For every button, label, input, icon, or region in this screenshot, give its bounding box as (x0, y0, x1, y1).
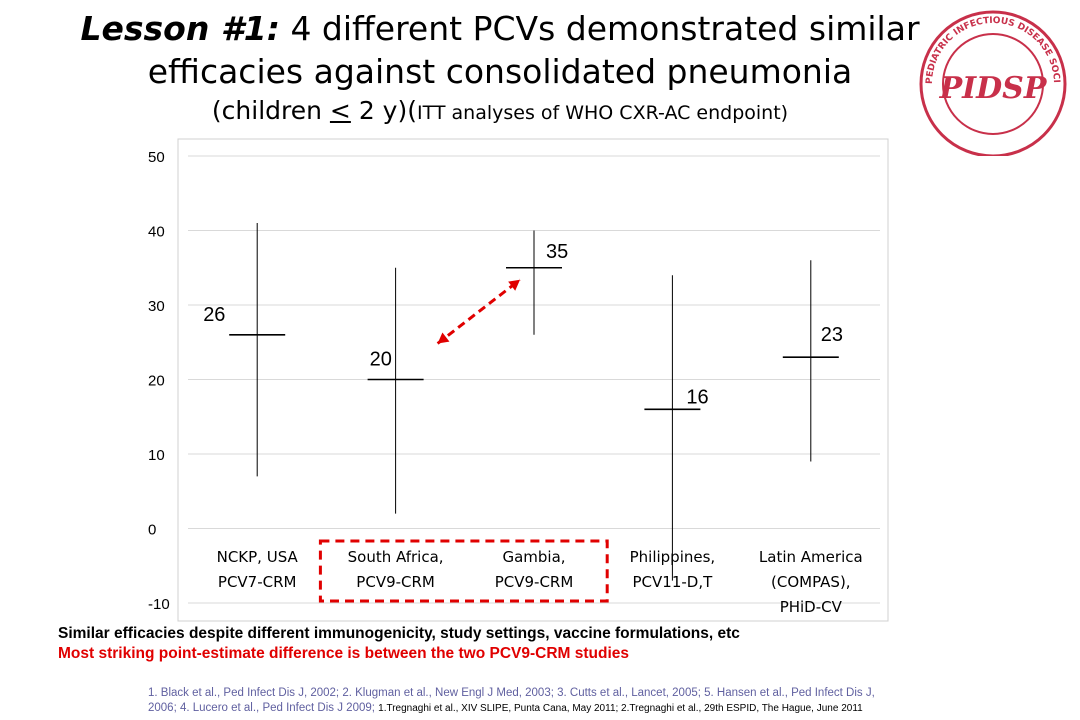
y-tick-label: 20 (148, 373, 165, 390)
ref-line-2: 2006; 4. Lucero et al., Ped Infect Dis J… (148, 701, 1048, 716)
category-labels: NCKP, USA PCV7-CRM South Africa, PCV9-CRM Ga… (217, 548, 863, 616)
title-line-1-text: 4 different PCVs demonstrated similar (279, 9, 920, 48)
title-line-3-small: ITT analyses of WHO CXR-AC endpoint) (416, 102, 789, 124)
ref-line-2-b: 1.Tregnaghi et al., XIV SLIPE, Punta Can… (378, 703, 863, 714)
y-tick-label: 30 (148, 298, 165, 315)
ref-line-2-a: 2006; 4. Lucero et al., Ped Infect Dis J… (148, 702, 379, 714)
category-label: PHiD-CV (780, 598, 843, 616)
y-tick-labels: -10 0 10 20 30 40 50 (148, 149, 170, 613)
title-lt-symbol: < (329, 96, 351, 125)
data-label: 20 (370, 349, 392, 371)
category-label: PCV9-CRM (356, 573, 435, 591)
category-label: PCV9-CRM (495, 573, 574, 591)
category-label: (COMPAS), (771, 573, 851, 591)
title-line-3-a: (children (211, 96, 330, 125)
category-label: NCKP, USA (217, 548, 299, 566)
note-line-1: Similar efficacies despite different imm… (58, 625, 740, 642)
data-label: 16 (686, 386, 708, 408)
lesson-label: Lesson #1: (80, 9, 280, 48)
y-tick-label: 0 (148, 522, 156, 539)
data-label: 23 (821, 324, 843, 346)
comparison-arrow (436, 278, 521, 345)
pidsp-logo: PEDIATRIC INFECTIOUS DISEASE SOCIETY OF … (912, 6, 1067, 156)
title-line-2: efficacies against consolidated pneumoni… (147, 52, 853, 91)
category-label: Gambia, (502, 548, 565, 566)
highlight-rect (318, 539, 609, 603)
highlight-box (318, 539, 609, 603)
category-label: South Africa, (348, 548, 444, 566)
logo-initials: PIDSP (939, 71, 1048, 106)
slide-title: Lesson #1: 4 different PCVs demonstrated… (0, 8, 1000, 130)
title-line-3-b: 2 y)( (350, 96, 417, 125)
category-label: PCV11-D,T (633, 573, 714, 591)
category-label: Philippines, (630, 548, 716, 566)
y-tick-label: 40 (148, 224, 165, 241)
chart-marks: 26 20 35 16 23 (203, 223, 843, 581)
arrow-head-start (437, 332, 450, 344)
data-label: 35 (546, 241, 568, 263)
y-tick-label: -10 (148, 596, 170, 613)
title-line-3: (children < 2 y)(ITT analyses of WHO CXR… (0, 94, 1000, 130)
category-label: Latin America (759, 548, 863, 566)
y-tick-label: 50 (148, 149, 165, 166)
category-label: PCV7-CRM (218, 573, 297, 591)
arrow-head-end (508, 279, 520, 291)
data-label: 26 (203, 304, 225, 326)
notes-block: Similar efficacies despite different imm… (58, 624, 1068, 664)
ref-line-1: 1. Black et al., Ped Infect Dis J, 2002;… (148, 687, 875, 699)
references: 1. Black et al., Ped Infect Dis J, 2002;… (148, 686, 1048, 716)
y-tick-label: 10 (148, 447, 165, 464)
title-line-1: Lesson #1: 4 different PCVs demonstrated… (0, 8, 1000, 50)
note-line-2: Most striking point-estimate difference … (58, 645, 630, 662)
arrow-shaft (436, 278, 521, 345)
